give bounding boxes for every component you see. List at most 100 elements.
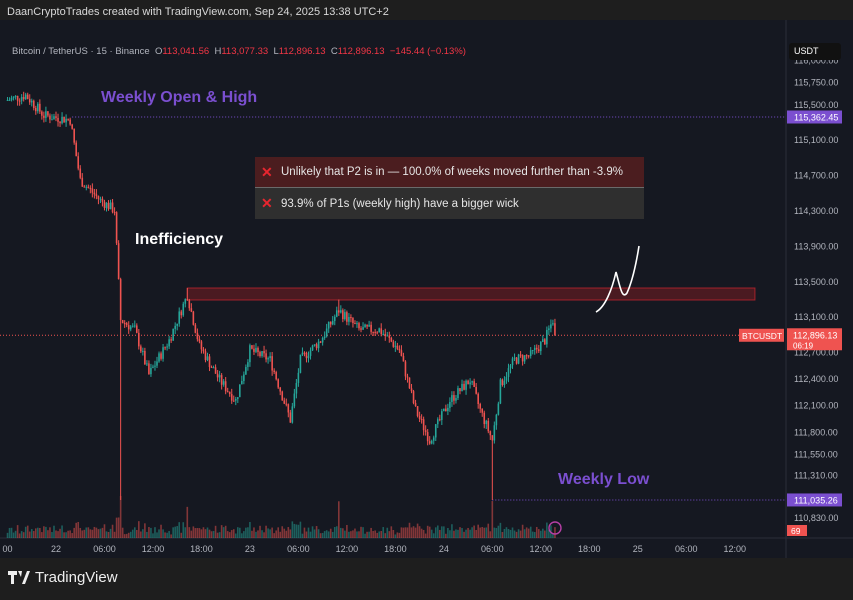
volume-bar: [390, 526, 393, 538]
candle-body: [473, 381, 475, 387]
volume-bars: [6, 496, 556, 538]
candle-body: [59, 121, 61, 124]
volume-bar: [533, 532, 536, 538]
candle-body: [439, 419, 441, 421]
candle-body: [91, 188, 94, 193]
volume-bar: [333, 526, 336, 538]
candle-body: [414, 403, 417, 407]
candle-body: [263, 351, 265, 354]
volume-bar: [540, 530, 542, 538]
candle-body: [366, 324, 368, 327]
candle-body: [61, 116, 63, 124]
volume-bar: [176, 526, 178, 538]
volume-bar: [43, 526, 45, 538]
volume-bar: [47, 530, 49, 538]
candle-body: [32, 100, 35, 109]
candle-body: [156, 361, 158, 366]
candle-body: [374, 331, 376, 333]
volume-bar: [329, 528, 332, 538]
volume-bar: [65, 532, 67, 538]
candle-body: [333, 316, 336, 321]
volume-bar: [265, 525, 267, 538]
candle-body: [493, 425, 496, 441]
candle-body: [18, 100, 21, 102]
last-price-label-bg: [787, 328, 842, 351]
candle-body: [436, 419, 439, 425]
candle-body: [340, 310, 342, 313]
price-chart[interactable]: 116,000.00 115,750.00 115,500.00 115,100.00…: [0, 20, 853, 558]
weekly-open-price-label: 115,362.45: [794, 113, 838, 123]
candle-body: [166, 346, 168, 348]
volume-bar: [552, 533, 554, 538]
candle-body: [400, 350, 403, 356]
candle-body: [67, 118, 69, 120]
candle-body: [281, 391, 284, 401]
volume-bar: [449, 530, 451, 538]
currency-selector[interactable]: USDT: [789, 43, 841, 60]
candle-body: [372, 331, 374, 333]
candle-body: [65, 118, 67, 123]
volume-bar: [356, 531, 358, 538]
volume-bar: [475, 529, 477, 538]
candle-body: [364, 324, 366, 328]
candle-body: [309, 350, 312, 356]
candle-body: [384, 333, 387, 336]
candle-body: [111, 202, 114, 213]
volume-bar: [61, 525, 63, 538]
tradingview-logo[interactable]: TradingView: [8, 569, 118, 586]
low-label: L: [273, 46, 279, 57]
volume-bar: [204, 529, 207, 538]
price-tick-label: 114,300.00: [794, 206, 838, 216]
weekly-low-price-label: 111,035.26: [794, 495, 838, 505]
candle-body: [113, 212, 116, 214]
candle-body: [176, 323, 178, 326]
volume-bar: [196, 528, 199, 538]
volume-bar: [342, 528, 344, 538]
volume-bar: [372, 531, 374, 538]
candle-body: [283, 400, 286, 404]
volume-bar: [123, 534, 126, 538]
candle-body: [194, 324, 197, 333]
candle-body: [422, 419, 425, 431]
chart-panel[interactable]: 116,000.00 115,750.00 115,500.00 115,100.00…: [0, 20, 853, 558]
volume-bar: [384, 533, 387, 538]
time-tick-label: 12:00: [142, 544, 165, 554]
info-box: ✕ Unlikely that P2 is in — 100.0% of week…: [255, 157, 644, 219]
candle-body: [459, 388, 461, 392]
volume-bar: [439, 529, 441, 538]
volume-bar: [554, 527, 556, 538]
candle-body: [20, 97, 23, 101]
candle-body: [47, 111, 49, 116]
volume-bar: [226, 531, 229, 538]
chart-caption: DaanCryptoTrades created with TradingVie…: [7, 6, 389, 18]
candle-body: [515, 357, 518, 364]
volume-bar: [85, 527, 88, 538]
candle-body: [24, 94, 27, 100]
last-price-label: 112,896.13: [793, 330, 837, 340]
candle-body: [368, 324, 370, 327]
volume-bar: [184, 527, 187, 538]
time-tick-label: 18:00: [578, 544, 601, 554]
volume-bar: [200, 529, 203, 538]
candle-body: [416, 406, 419, 417]
candle-body: [97, 195, 100, 200]
weekly-low-annotation: Weekly Low: [558, 471, 650, 488]
candle-body: [249, 345, 251, 363]
price-tick-label: 111,310.00: [794, 471, 838, 481]
volume-bar: [24, 526, 27, 538]
candle-body: [200, 341, 203, 350]
close-value: 112,896.13: [337, 46, 385, 57]
candle-body: [453, 395, 455, 401]
volume-bar: [57, 531, 59, 538]
candle-body: [10, 97, 13, 100]
volume-bar: [49, 527, 51, 538]
candle-body: [376, 332, 378, 334]
info-text: Unlikely that P2 is in — 100.0% of weeks…: [281, 166, 623, 178]
volume-bar: [178, 522, 181, 538]
volume-bar: [386, 527, 389, 538]
volume-bar: [477, 524, 479, 538]
weekly-low-price-label-bg: [787, 493, 842, 507]
candle-body: [39, 103, 41, 112]
volume-bar: [273, 533, 275, 538]
candle-body: [388, 335, 391, 338]
